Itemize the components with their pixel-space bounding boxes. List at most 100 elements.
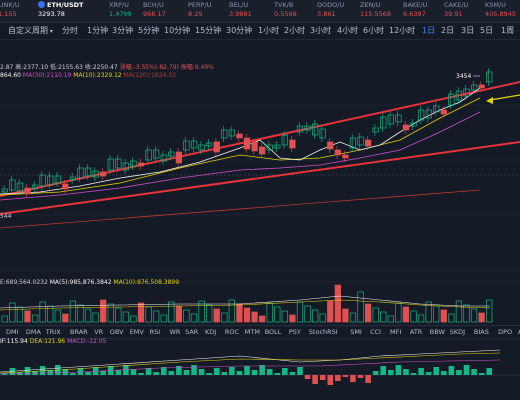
- indicator-trix[interactable]: TRIX: [45, 328, 61, 336]
- ticker-name: LINK/U: [0, 1, 20, 9]
- channel-lower-line: [0, 141, 520, 215]
- ticker-name: BAKE/U: [403, 1, 428, 9]
- ticker-item-perpu[interactable]: PERP/U 8.29: [188, 1, 211, 19]
- ma10-line: [0, 97, 481, 196]
- interval-5分钟[interactable]: 5分钟: [138, 26, 160, 35]
- indicator-dma[interactable]: DMA: [25, 328, 41, 336]
- high-value: 高:2377.10: [15, 64, 49, 71]
- dea-value: DEA:121.96: [29, 338, 66, 345]
- ticker-item-bchu[interactable]: BCH/U 968.17: [143, 1, 166, 19]
- close-value: 收:2250.47: [84, 64, 118, 71]
- indicator-wr[interactable]: WR: [169, 328, 181, 336]
- indicator-sar[interactable]: SAR: [185, 328, 199, 336]
- interval-1小时[interactable]: 1小时: [258, 26, 280, 35]
- volume-bars: [1, 284, 493, 323]
- indicator-bias[interactable]: BIAS: [473, 328, 489, 336]
- ticker-strip: LINK/U 1.155 ETH/USDT 3293.78 XRP/U 1.4709 BCH…: [0, 0, 520, 23]
- ticker-name: XRP/U: [109, 1, 129, 9]
- indicator-psy[interactable]: PSY: [288, 328, 301, 336]
- indicator-atr[interactable]: ATR: [409, 328, 423, 336]
- indicator-mfi[interactable]: MFI: [390, 328, 402, 336]
- ticker-item-ethusdt[interactable]: ETH/USDT 3293.78: [38, 1, 83, 19]
- ticker-name: ZEN/U: [360, 1, 381, 9]
- indicator-bar: DMI DMA TRIX BRAR VR OBV EMV RSI WR SAR KDJ ROC MTM B…: [0, 325, 520, 339]
- channel-upper-line: [0, 81, 520, 197]
- indicator-dmi[interactable]: DMI: [6, 328, 19, 336]
- indicator-vr[interactable]: VR: [94, 328, 104, 336]
- indicator-bbw[interactable]: BBW: [429, 328, 445, 336]
- interval-2小时[interactable]: 2小时: [284, 26, 306, 35]
- ticker-price: 3293.78: [38, 10, 65, 18]
- vol-ma5: MA(5):985,876.3842: [49, 279, 112, 286]
- indicator-dpo[interactable]: DPO: [498, 328, 513, 336]
- ticker-name: DODO/U: [317, 1, 345, 9]
- indicator-kdj[interactable]: KDJ: [205, 328, 217, 336]
- interval-4小时[interactable]: 4小时: [337, 26, 359, 35]
- ticker-item-cakeu[interactable]: CAKE/U 39.91: [444, 1, 468, 19]
- ticker-item-xrpu[interactable]: XRP/U 1.4709: [109, 1, 132, 19]
- interval-3分钟[interactable]: 3分钟: [112, 26, 134, 35]
- ma-legend: 864.60 MA(30):2110.19 MA(10):2329.12 MA(…: [0, 72, 176, 79]
- interval-3小时[interactable]: 3小时: [310, 26, 332, 35]
- indicator-cci[interactable]: CCI: [370, 328, 382, 336]
- ticker-item-belu[interactable]: BEL/U 3.9881: [229, 1, 252, 19]
- change-value: 涨幅:-3.55%(-82.79): [119, 64, 179, 71]
- left-axis-value: 544: [0, 213, 12, 220]
- kline-chart[interactable]: 3454 544: [0, 40, 520, 400]
- macd-legend: IF:115.94 DEA:121.96 MACD:-12.05: [0, 338, 106, 345]
- interval-自定义周期[interactable]: 自定义周期: [8, 25, 53, 38]
- interval-2日[interactable]: 2日: [441, 26, 455, 35]
- indicator-obv[interactable]: OBV: [109, 328, 124, 336]
- indicator-boll[interactable]: BOLL: [264, 328, 282, 336]
- ma120-value: MA(120):1624.33: [123, 72, 176, 79]
- macd-histogram: [2, 365, 492, 385]
- interval-12小时[interactable]: 12小时: [389, 26, 416, 35]
- amplitude-value: 振幅:9.49%: [180, 64, 214, 71]
- indicator-mtm[interactable]: MTM: [244, 328, 260, 336]
- macd-value: MACD:-12.05: [67, 338, 107, 345]
- interval-10分钟[interactable]: 10分钟: [164, 26, 191, 35]
- ticker-item-ksmu[interactable]: KSM/U 405.8945: [485, 1, 516, 19]
- interval-分时[interactable]: 分时: [62, 26, 78, 35]
- interval-3日[interactable]: 3日: [461, 26, 475, 35]
- volume-legend: E:689,564.0232 MA(5):985,876.3842 MA(10)…: [0, 279, 179, 286]
- ticker-price: 405.8945: [485, 10, 517, 18]
- vol-ma10: MA(10):876,508.3899: [113, 279, 180, 286]
- indicator-roc[interactable]: ROC: [224, 328, 240, 336]
- interval-5日[interactable]: 5日: [480, 26, 494, 35]
- ticker-item-dodou[interactable]: DODO/U 3.861: [317, 1, 344, 19]
- indicator-ao[interactable]: AO: [518, 327, 520, 337]
- interval-15分钟[interactable]: 15分钟: [195, 26, 222, 35]
- ticker-name: PERP/U: [188, 1, 212, 9]
- ticker-item-bakeu[interactable]: BAKE/U 6.6397: [403, 1, 427, 19]
- ticker-price: 968.17: [143, 10, 166, 18]
- indicator-emv[interactable]: EMV: [129, 328, 144, 336]
- ma30-line: [0, 111, 481, 201]
- indicator-stochrsi[interactable]: StochRSI: [308, 328, 338, 336]
- ticker-item-tvkb[interactable]: TVK/B 0.5568: [274, 1, 297, 19]
- interval-1周[interactable]: 1周: [501, 26, 515, 35]
- ticker-name: TVK/B: [274, 1, 294, 9]
- ohlc-info: 2.87 高:2377.10 低:2155.63 收:2250.47 涨幅:-3…: [0, 62, 214, 71]
- interval-30分钟[interactable]: 30分钟: [226, 26, 253, 35]
- indicator-rsi[interactable]: RSI: [149, 328, 161, 336]
- indicator-smi[interactable]: SMI: [350, 328, 362, 336]
- indicator-brar[interactable]: BRAR: [70, 328, 88, 336]
- vol-value: E:689,564.0232: [0, 279, 48, 286]
- ticker-name: BCH/U: [143, 1, 164, 9]
- ticker-name: KSM/U: [485, 1, 506, 9]
- interval-1分钟[interactable]: 1分钟: [87, 26, 109, 35]
- indicator-skdj[interactable]: SKDJ: [449, 328, 465, 336]
- price-high-label: 3454: [456, 73, 471, 80]
- ticker-item-zenu[interactable]: ZEN/U 115.5568: [360, 1, 391, 19]
- ma10-value: MA(10):2329.12: [73, 72, 122, 79]
- interval-1日[interactable]: 1日: [422, 26, 436, 35]
- eth-coin-icon: [38, 1, 45, 8]
- ticker-price: 3.9881: [229, 10, 252, 18]
- ticker-item-linku[interactable]: LINK/U 1.155: [0, 1, 20, 19]
- ticker-price: 6.6397: [403, 10, 426, 18]
- interval-6小时[interactable]: 6小时: [363, 26, 385, 35]
- ma30-value: MA(30):2110.19: [22, 72, 72, 79]
- low-value: 低:2155.63: [50, 64, 83, 71]
